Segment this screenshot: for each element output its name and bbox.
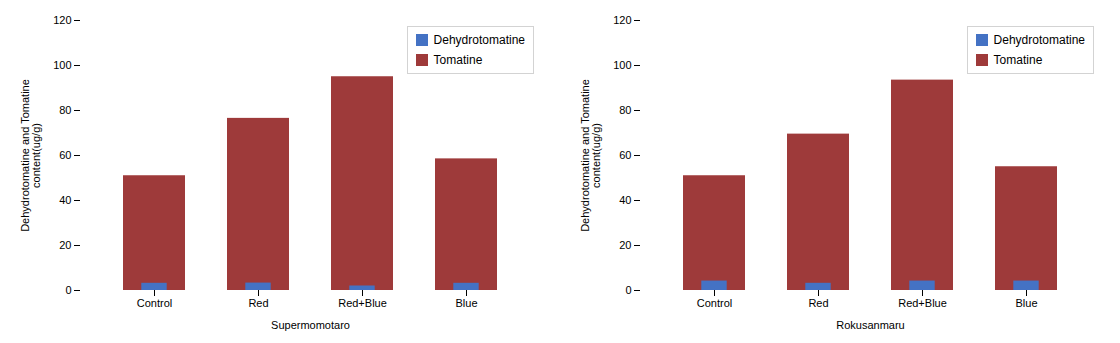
html-text:Tomatine: Tomatine <box>433 53 483 67</box>
svg-text:Supermomotaro: Supermomotaro <box>271 319 350 331</box>
svg-text:20: 20 <box>619 239 631 251</box>
html-text:Dehydrotomatine: Dehydrotomatine <box>433 33 525 47</box>
svg-text:Red+Blue: Red+Blue <box>338 297 387 309</box>
svg-text:0: 0 <box>65 284 71 296</box>
svg-text:40: 40 <box>59 194 71 206</box>
svg-text:40: 40 <box>619 194 631 206</box>
svg-text:120: 120 <box>53 14 71 26</box>
svg-text:Red: Red <box>808 297 828 309</box>
svg-text:Dehydrotomatine and Tomatineco: Dehydrotomatine and Tomatinecontent(ug/g… <box>19 79 42 232</box>
svg-text:Control: Control <box>697 297 732 309</box>
svg-text:100: 100 <box>53 59 71 71</box>
svg-text:Rokusanmaru: Rokusanmaru <box>836 319 904 331</box>
svg-text:60: 60 <box>619 149 631 161</box>
svg-text:20: 20 <box>59 239 71 251</box>
svg-text:120: 120 <box>613 14 631 26</box>
svg-text:100: 100 <box>613 59 631 71</box>
svg-text:Control: Control <box>137 297 172 309</box>
svg-text:80: 80 <box>59 104 71 116</box>
svg-text:Blue: Blue <box>1015 297 1037 309</box>
svg-text:Red+Blue: Red+Blue <box>898 297 947 309</box>
html-text:Dehydrotomatine: Dehydrotomatine <box>993 33 1085 47</box>
svg-text:60: 60 <box>59 149 71 161</box>
svg-text:Blue: Blue <box>455 297 477 309</box>
svg-text:Red: Red <box>248 297 268 309</box>
svg-text:0: 0 <box>625 284 631 296</box>
html-text:Tomatine: Tomatine <box>993 53 1043 67</box>
svg-text:Dehydrotomatine and Tomatineco: Dehydrotomatine and Tomatinecontent(ug/g… <box>579 79 602 232</box>
svg-text:80: 80 <box>619 104 631 116</box>
